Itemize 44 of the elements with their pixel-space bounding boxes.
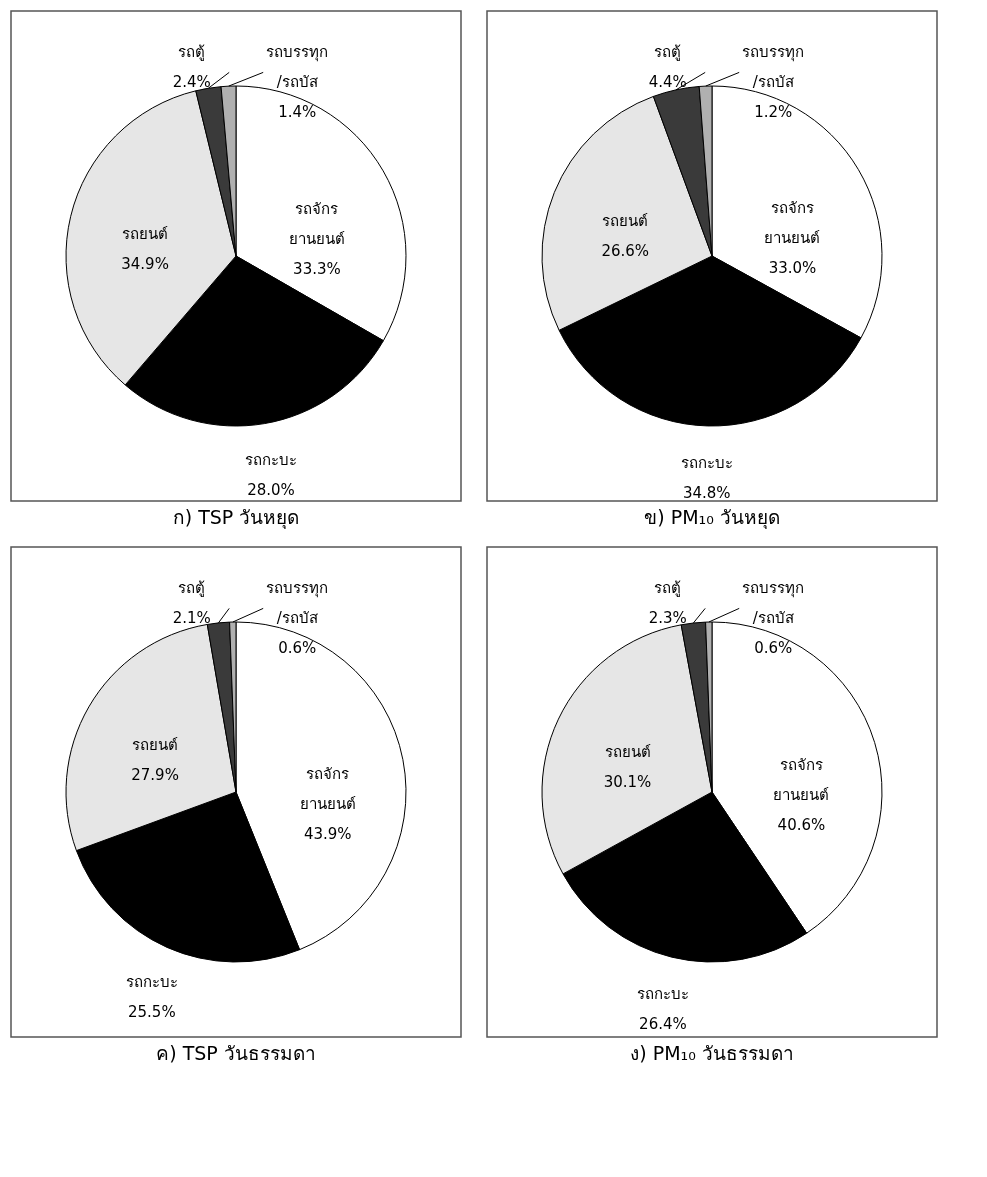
data-label: 2.1% xyxy=(172,609,211,627)
slice-label: รถตู้ xyxy=(654,43,682,61)
data-label: 26.4% xyxy=(639,1014,687,1033)
data-label: 2.3% xyxy=(648,609,687,627)
data-label: 30.1% xyxy=(603,772,652,791)
slice-label: รถกะบะ xyxy=(125,972,178,991)
data-label: 1.4% xyxy=(278,103,317,121)
slice-label: รถจักร ยานยนต์ xyxy=(288,200,345,249)
slice-label: รถยนต์ xyxy=(122,225,169,244)
slice-label: รถกะบะ xyxy=(636,984,689,1003)
slice-label: รถตู้ xyxy=(178,579,206,597)
data-label: 34.9% xyxy=(121,255,169,274)
slice-label: รถตู้ xyxy=(178,43,206,61)
slice-label: รถจักร ยานยนต์ xyxy=(764,199,821,248)
data-label: 33.3% xyxy=(293,260,341,279)
text: ค) TSP วันธรรมดา xyxy=(156,1042,316,1064)
slice-label: รถจักร ยานยนต์ xyxy=(299,765,356,814)
slice-label: รถยนต์ xyxy=(602,212,649,231)
data-label: 0.6% xyxy=(754,639,793,657)
data-label: 43.9% xyxy=(303,825,352,844)
text: ง) PM₁₀ วันธรรมดา xyxy=(630,1042,794,1064)
data-label: 25.5% xyxy=(128,1002,176,1021)
data-label: 28.0% xyxy=(247,481,295,500)
data-label: 26.6% xyxy=(601,242,650,261)
slice-label: รถกะบะ xyxy=(245,451,298,470)
slice-label: รถบรรทุก /รถบัส xyxy=(266,43,329,91)
slice-label: รถตู้ xyxy=(654,579,682,597)
data-label: 40.6% xyxy=(777,815,826,834)
data-label: 1.2% xyxy=(754,103,793,121)
data-label: 4.4% xyxy=(648,73,687,91)
data-label: 34.8% xyxy=(682,484,731,503)
slice-label: รถบรรทุก /รถบัส xyxy=(742,43,805,91)
slice-label: รถบรรทุก /รถบัส xyxy=(742,579,805,627)
data-label: 33.0% xyxy=(768,259,817,278)
slice-label: รถกะบะ xyxy=(680,454,733,473)
text: ข) PM₁₀ วันหยุด xyxy=(644,506,780,531)
data-label: 0.6% xyxy=(278,639,317,657)
data-label: 27.9% xyxy=(131,766,179,785)
slice-label: รถยนต์ xyxy=(604,742,651,761)
slice-label: รถจักร ยานยนต์ xyxy=(773,755,830,804)
text: ก) TSP วันหยุด xyxy=(172,506,300,530)
slice-label: รถบรรทุก /รถบัส xyxy=(266,579,329,627)
data-label: 2.4% xyxy=(172,73,211,91)
slice-label: รถยนต์ xyxy=(132,736,179,755)
